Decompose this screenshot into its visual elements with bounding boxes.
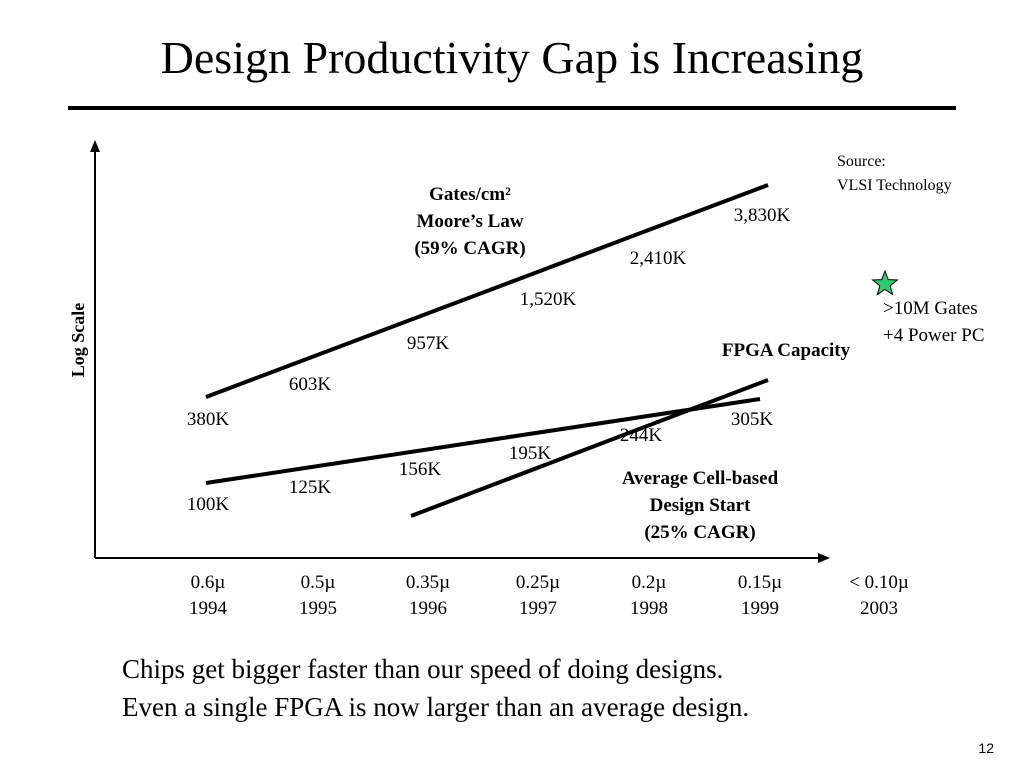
series-line-moores-law: [205, 183, 769, 399]
series-title-average-cell-based-line-1: Average Cell-based: [622, 468, 779, 489]
data-label-average-cell-based-1999: 305K: [731, 409, 774, 430]
series-title-average-cell-based-line-3: (25% CAGR): [644, 522, 755, 543]
data-label-average-cell-based-1996: 156K: [399, 459, 442, 480]
slide-title: Design Productivity Gap is Increasing: [160, 32, 864, 83]
x-tick-process-1998: 0.2µ: [632, 572, 667, 593]
x-tick-year-1994: 1994: [189, 598, 228, 619]
x-tick-year-1996: 1996: [409, 598, 447, 619]
title-underline: [68, 106, 956, 110]
x-tick-process-1994: 0.6µ: [191, 572, 226, 593]
page-number: 12: [978, 740, 994, 756]
data-label-moores-law-1995: 603K: [289, 374, 332, 395]
data-label-moores-law-1996: 957K: [407, 333, 450, 354]
data-label-moores-law-1999: 3,830K: [734, 205, 791, 226]
series-title-fpga-capacity-line-1: FPGA Capacity: [722, 340, 851, 361]
y-axis-label: Log Scale: [68, 303, 88, 378]
series-line-average-cell-based: [205, 397, 761, 485]
x-tick-year-2003: 2003: [860, 598, 898, 619]
series-line-fpga-capacity: [410, 378, 769, 518]
x-tick-year-1999: 1999: [741, 598, 779, 619]
x-tick-process-1995: 0.5µ: [301, 572, 336, 593]
x-axis-tick-labels: 0.6µ 1994 0.5µ 1995 0.35µ 1996 0.25µ 1997 0.2µ 19…: [189, 572, 909, 619]
annotation-layer: Source: VLSI Technology >10M Gates +4 Power…: [837, 153, 985, 346]
source-note-line-1: Source:: [837, 153, 886, 170]
series-layer: 380K 603K 957K 1,520K 2,410K 3,830K Gates/cm² M…: [187, 183, 851, 543]
x-axis-arrow: [818, 553, 830, 563]
data-label-average-cell-based-1997: 195K: [509, 443, 552, 464]
x-tick-process-1997: 0.25µ: [516, 572, 560, 593]
x-tick-process-2003: < 0.10µ: [849, 572, 909, 593]
series-title-average-cell-based-line-2: Design Start: [650, 495, 751, 516]
y-axis-arrow: [90, 140, 100, 152]
caption-line-2: Even a single FPGA is now larger than an…: [122, 692, 750, 722]
series-fpga-capacity: FPGA Capacity: [410, 340, 851, 518]
data-label-moores-law-1998: 2,410K: [630, 248, 687, 269]
data-label-moores-law-1997: 1,520K: [520, 289, 577, 310]
x-tick-process-1996: 0.35µ: [406, 572, 450, 593]
fpga-2003-note-line-2: +4 Power PC: [883, 325, 985, 346]
x-tick-process-1999: 0.15µ: [738, 572, 782, 593]
x-tick-year-1995: 1995: [299, 598, 337, 619]
slide-caption: Chips get bigger faster than our speed o…: [122, 650, 749, 726]
series-moores-law: 380K 603K 957K 1,520K 2,410K 3,830K Gates/cm² M…: [187, 183, 791, 430]
series-title-moores-law-line-2: Moore’s Law: [416, 211, 523, 232]
data-label-average-cell-based-1994: 100K: [187, 494, 230, 515]
x-tick-year-1998: 1998: [630, 598, 668, 619]
axes: [90, 140, 830, 563]
source-note-line-2: VLSI Technology: [837, 177, 952, 194]
data-label-average-cell-based-1995: 125K: [289, 477, 332, 498]
data-label-moores-law-1994: 380K: [187, 409, 230, 430]
x-tick-year-1997: 1997: [519, 598, 557, 619]
series-title-moores-law-line-3: (59% CAGR): [414, 238, 525, 259]
caption-line-1: Chips get bigger faster than our speed o…: [122, 654, 724, 684]
fpga-2003-note-line-1: >10M Gates: [883, 298, 978, 319]
series-title-moores-law-line-1: Gates/cm²: [429, 184, 511, 205]
star-icon: [871, 269, 899, 296]
